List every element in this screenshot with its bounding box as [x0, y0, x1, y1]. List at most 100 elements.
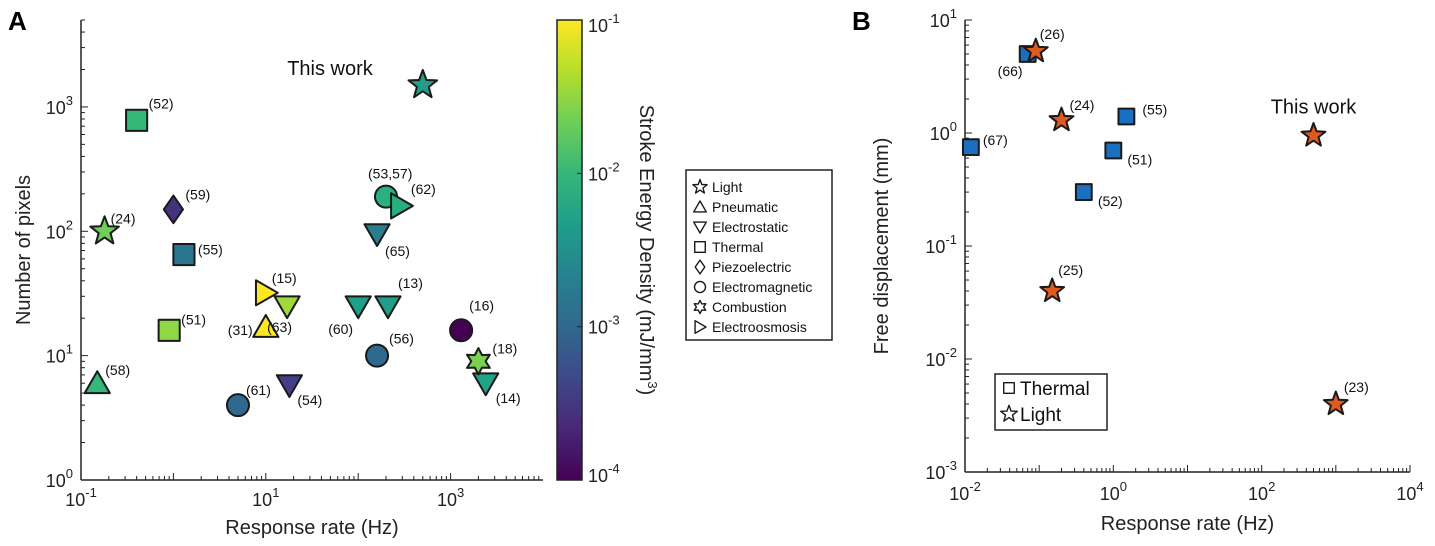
point-label-a: (60) — [328, 321, 353, 337]
data-point-star-b — [1048, 106, 1075, 132]
y-tick-label-b: 10-1 — [925, 232, 957, 257]
x-tick-label-b: 10-2 — [949, 479, 981, 504]
point-label-a: (63) — [267, 319, 292, 335]
legend-label-a: Combustion — [712, 299, 787, 315]
data-point-square-b — [1117, 107, 1136, 126]
point-label-a: (31) — [228, 322, 253, 338]
legend-label-a: Electroosmosis — [712, 319, 807, 335]
colorbar-tick-label: 10-4 — [588, 461, 620, 486]
point-label-a: (56) — [389, 331, 414, 347]
data-point-hexagram-a — [466, 347, 491, 376]
data-point-square-a — [125, 108, 149, 132]
data-point-diamond-a — [162, 194, 184, 225]
y-axis-label-b: Free displacement (mm) — [871, 138, 893, 355]
point-label-a: (61) — [246, 382, 271, 398]
legend-label-a: Pneumatic — [712, 199, 778, 215]
panel-label-b: B — [852, 6, 871, 36]
data-point-star-b — [1322, 390, 1349, 416]
legend-label-a: Thermal — [712, 239, 763, 255]
point-label-a: (52) — [149, 95, 174, 111]
y-tick-label-b: 101 — [930, 6, 957, 31]
colorbar-tick-label: 10-3 — [588, 313, 620, 338]
data-point-triangle-down-a — [472, 372, 500, 397]
point-label-a: (15) — [272, 270, 297, 286]
legend-triangle-down-icon — [693, 221, 707, 234]
point-label-a: (51) — [181, 311, 206, 327]
panel-a: A 10-1 101 103 100 101 102 103 Response rate (Hz… — [8, 6, 543, 539]
x-tick-label-b: 100 — [1100, 479, 1127, 504]
y-tick-label-a: 101 — [46, 342, 73, 367]
data-point-square-b — [1104, 141, 1123, 160]
point-label-a: (55) — [198, 242, 223, 258]
legend-triangle-right-icon — [694, 320, 707, 334]
point-label-a: (62) — [411, 181, 436, 197]
point-label-b: (67) — [983, 132, 1008, 148]
data-point-triangle-down-a — [374, 295, 402, 320]
point-label-a: (53,57) — [368, 166, 412, 182]
point-label-b: (51) — [1127, 152, 1152, 168]
legend-triangle-up-icon — [693, 200, 707, 213]
point-label-b: (52) — [1098, 193, 1123, 209]
data-point-square-a — [157, 318, 181, 342]
legend-label-a: Light — [712, 179, 742, 195]
legend-star-icon — [692, 178, 708, 194]
y-tick-label-b: 10-2 — [925, 345, 957, 370]
this-work-label-a: This work — [287, 58, 374, 80]
data-point-triangle-down-a — [273, 295, 301, 320]
legend-diamond-icon — [694, 259, 706, 275]
data-point-triangle-down-a — [275, 374, 303, 399]
y-tick-label-b: 100 — [930, 119, 957, 144]
point-label-a: (18) — [492, 340, 517, 356]
point-label-a: (54) — [297, 392, 322, 408]
legend-label-b: Thermal — [1020, 379, 1090, 400]
legend-label-a: Electrostatic — [712, 219, 788, 235]
y-tick-label-b: 10-3 — [925, 458, 957, 483]
point-label-b: (66) — [998, 63, 1023, 79]
point-label-b: (24) — [1069, 97, 1094, 113]
x-tick-label-a: 103 — [437, 485, 464, 510]
point-label-a: (24) — [111, 210, 136, 226]
point-label-a: (13) — [398, 275, 423, 291]
data-point-triangle-down-a — [344, 295, 372, 320]
point-label-b: (26) — [1040, 26, 1065, 42]
legend-a: Light Pneumatic Electrostatic Thermal Piezoe… — [685, 169, 833, 341]
point-label-b: (55) — [1142, 101, 1167, 117]
data-point-circle-a — [365, 343, 390, 368]
this-work-label-b: This work — [1271, 97, 1358, 119]
legend-label-a: Piezoelectric — [712, 259, 791, 275]
data-point-square-b — [1074, 183, 1093, 202]
data-point-circle-a — [225, 393, 251, 418]
legend-hexagram-icon — [693, 299, 707, 315]
legend-label-b: Light — [1020, 405, 1062, 426]
data-point-triangle-up-a — [252, 313, 280, 338]
point-label-a: (59) — [185, 186, 210, 202]
point-label-a: (16) — [469, 297, 494, 313]
data-point-triangle-down-a — [363, 223, 391, 248]
data-point-star-b — [1300, 122, 1327, 147]
data-point-star-b — [1039, 277, 1066, 303]
colorbar-label: Stroke Energy Density (mJ/mm3) — [635, 105, 660, 396]
data-point-square-b — [961, 138, 980, 157]
x-tick-label-a: 101 — [252, 485, 279, 510]
point-label-b: (23) — [1344, 379, 1369, 395]
data-point-star-b — [1022, 37, 1049, 63]
legend-square-icon-b — [1003, 382, 1015, 394]
x-axis-label-a: Response rate (Hz) — [225, 517, 398, 539]
point-label-a: (65) — [385, 243, 410, 259]
colorbar-tick-label: 10-2 — [588, 159, 620, 184]
data-point-triangle-right-a — [390, 192, 414, 220]
data-point-star-a — [89, 215, 120, 245]
point-label-a: (14) — [496, 390, 521, 406]
colorbar: 10-1 10-2 10-3 10-4 Stroke Energy Density (m… — [556, 11, 660, 486]
legend-star-icon-b — [1000, 404, 1018, 422]
data-point-triangle-up-a — [83, 370, 111, 395]
legend-circle-icon — [693, 280, 707, 294]
y-tick-label-a: 100 — [46, 466, 73, 491]
y-tick-label-a: 102 — [46, 217, 73, 242]
y-tick-label-a: 103 — [46, 93, 73, 118]
point-label-b: (25) — [1058, 262, 1083, 278]
x-tick-label-b: 102 — [1248, 479, 1275, 504]
legend-label-a: Electromagnetic — [712, 279, 812, 295]
data-point-star-a — [407, 69, 439, 99]
